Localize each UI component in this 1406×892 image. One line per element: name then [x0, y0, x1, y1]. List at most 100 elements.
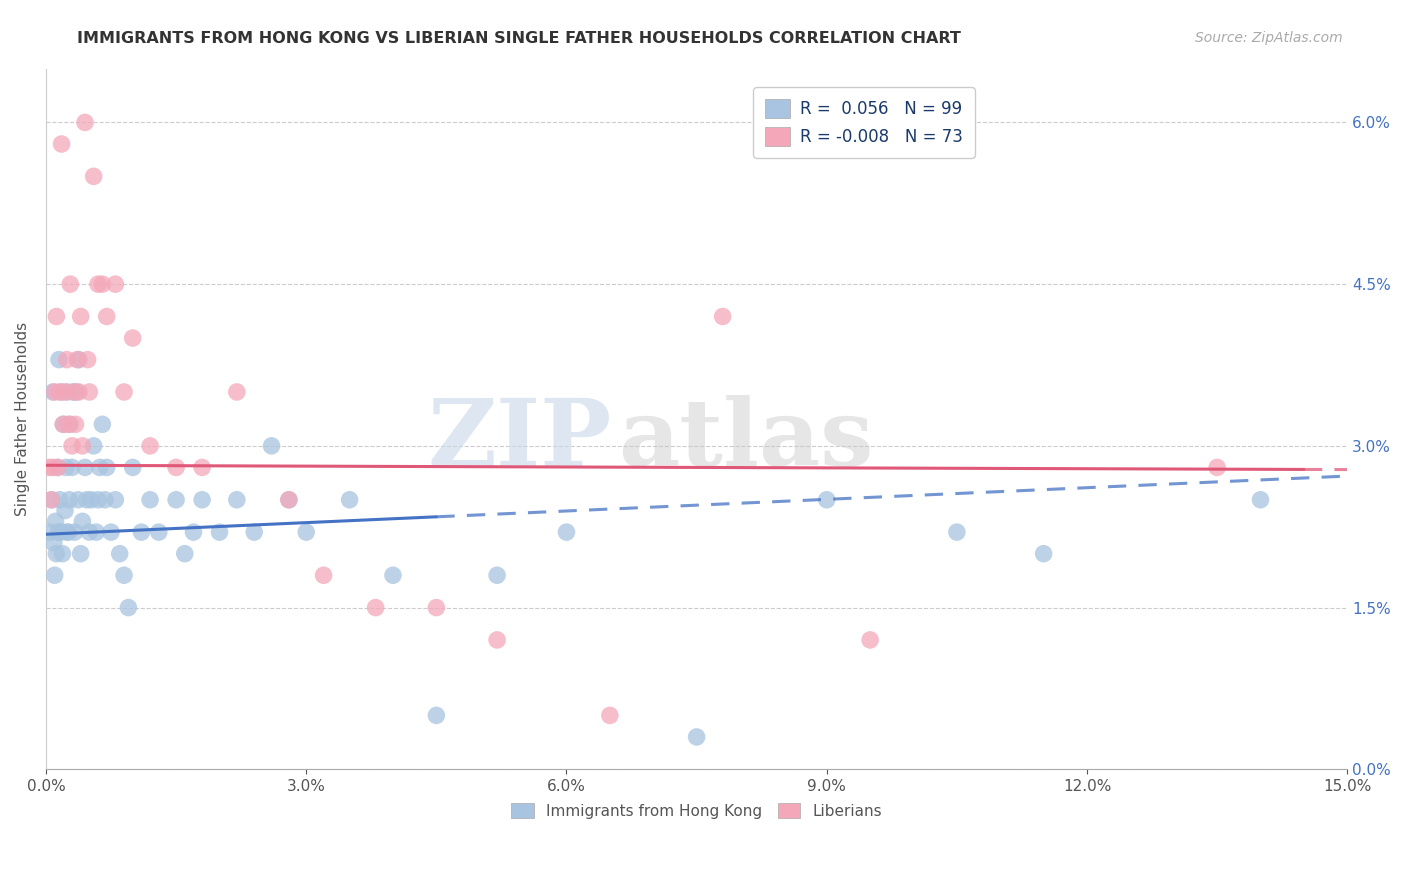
- Point: [60, 439, 83, 453]
- Point: [80, 492, 103, 507]
- Point: [58, 492, 80, 507]
- Point: [1206, 460, 1229, 475]
- Point: [72, 514, 94, 528]
- Point: [96, 310, 118, 324]
- Point: [58, 417, 80, 432]
- Point: [225, 492, 247, 507]
- Point: [89, 460, 111, 475]
- Point: [112, 568, 135, 582]
- Point: [41, 492, 63, 507]
- Point: [72, 439, 94, 453]
- Point: [165, 492, 187, 507]
- Point: [56, 352, 79, 367]
- Point: [382, 568, 405, 582]
- Point: [946, 525, 969, 540]
- Point: [94, 492, 117, 507]
- Text: atlas: atlas: [619, 395, 875, 485]
- Point: [59, 417, 82, 432]
- Point: [191, 460, 214, 475]
- Point: [46, 525, 69, 540]
- Point: [56, 384, 79, 399]
- Point: [45, 547, 67, 561]
- Point: [859, 632, 882, 647]
- Point: [58, 525, 80, 540]
- Point: [69, 547, 91, 561]
- Legend: Immigrants from Hong Kong, Liberians: Immigrants from Hong Kong, Liberians: [505, 797, 889, 825]
- Point: [53, 384, 76, 399]
- Point: [364, 600, 387, 615]
- Point: [183, 525, 205, 540]
- Point: [555, 525, 578, 540]
- Point: [52, 417, 75, 432]
- Point: [165, 460, 187, 475]
- Text: Source: ZipAtlas.com: Source: ZipAtlas.com: [1195, 31, 1343, 45]
- Point: [73, 115, 96, 129]
- Point: [44, 514, 66, 528]
- Point: [66, 352, 89, 367]
- Point: [52, 417, 75, 432]
- Point: [108, 547, 131, 561]
- Point: [243, 525, 266, 540]
- Point: [486, 632, 509, 647]
- Point: [91, 417, 114, 432]
- Point: [56, 525, 79, 540]
- Point: [139, 439, 162, 453]
- Point: [65, 417, 87, 432]
- Point: [44, 568, 66, 582]
- Point: [69, 310, 91, 324]
- Point: [60, 460, 83, 475]
- Point: [42, 536, 65, 550]
- Text: IMMIGRANTS FROM HONG KONG VS LIBERIAN SINGLE FATHER HOUSEHOLDS CORRELATION CHART: IMMIGRANTS FROM HONG KONG VS LIBERIAN SI…: [77, 31, 962, 46]
- Point: [100, 525, 122, 540]
- Point: [1250, 492, 1272, 507]
- Point: [425, 708, 447, 723]
- Point: [87, 277, 110, 292]
- Y-axis label: Single Father Households: Single Father Households: [15, 322, 30, 516]
- Point: [42, 384, 65, 399]
- Point: [73, 460, 96, 475]
- Point: [104, 492, 127, 507]
- Point: [42, 460, 65, 475]
- Point: [148, 525, 170, 540]
- Point: [425, 600, 447, 615]
- Point: [44, 384, 66, 399]
- Point: [46, 460, 69, 475]
- Point: [45, 310, 67, 324]
- Point: [51, 384, 73, 399]
- Point: [79, 384, 101, 399]
- Point: [83, 169, 105, 184]
- Point: [173, 547, 195, 561]
- Point: [131, 525, 153, 540]
- Point: [51, 547, 73, 561]
- Point: [59, 277, 82, 292]
- Point: [121, 331, 143, 345]
- Point: [117, 600, 139, 615]
- Point: [1032, 547, 1054, 561]
- Point: [599, 708, 621, 723]
- Point: [38, 460, 60, 475]
- Point: [225, 384, 247, 399]
- Point: [53, 503, 76, 517]
- Point: [277, 492, 299, 507]
- Point: [76, 492, 98, 507]
- Point: [83, 439, 105, 453]
- Point: [51, 136, 73, 151]
- Point: [486, 568, 509, 582]
- Point: [139, 492, 162, 507]
- Point: [76, 352, 98, 367]
- Point: [685, 730, 707, 744]
- Point: [49, 525, 72, 540]
- Point: [277, 492, 299, 507]
- Point: [49, 384, 72, 399]
- Point: [67, 352, 90, 367]
- Point: [96, 460, 118, 475]
- Point: [84, 525, 107, 540]
- Point: [191, 492, 214, 507]
- Point: [62, 384, 84, 399]
- Point: [79, 525, 101, 540]
- Text: ZIP: ZIP: [427, 395, 612, 485]
- Point: [91, 277, 114, 292]
- Point: [48, 352, 70, 367]
- Point: [815, 492, 838, 507]
- Point: [49, 492, 72, 507]
